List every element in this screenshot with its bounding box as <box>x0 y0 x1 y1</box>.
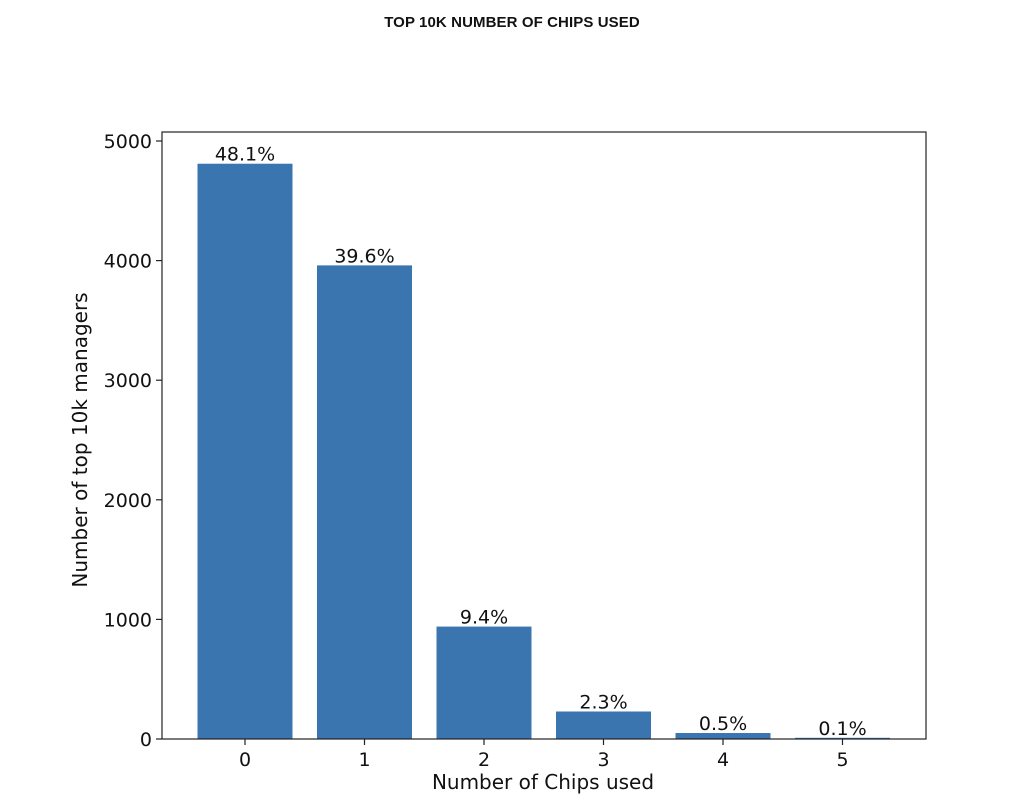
bar-4 <box>675 733 771 739</box>
x-tick-label: 3 <box>597 749 609 771</box>
x-tick-label: 1 <box>358 749 370 771</box>
y-tick-label: 5000 <box>104 131 152 153</box>
data-label-2: 9.4% <box>460 607 508 629</box>
data-label-4: 0.5% <box>699 713 747 735</box>
bar-1 <box>317 265 412 739</box>
y-axis-label: Number of top 10k managers <box>68 292 92 587</box>
y-tick-label: 0 <box>140 729 152 751</box>
bar-0 <box>197 163 293 739</box>
x-tick-label: 5 <box>836 749 848 771</box>
bar-2 <box>436 626 532 739</box>
x-axis: 0 1 2 3 4 5 <box>239 739 849 771</box>
data-label-3: 2.3% <box>579 691 627 713</box>
x-tick-label: 4 <box>717 749 729 771</box>
bar-3 <box>556 711 651 739</box>
y-tick-label: 2000 <box>104 490 152 512</box>
data-labels-group: 48.1% 39.6% 9.4% 2.3% 0.5% 0.1% <box>215 144 867 740</box>
bars-group <box>197 163 890 739</box>
y-tick-label: 3000 <box>104 370 152 392</box>
data-label-5: 0.1% <box>818 718 866 740</box>
data-label-1: 39.6% <box>334 245 394 267</box>
x-axis-label: Number of Chips used <box>432 770 654 794</box>
x-tick-label: 2 <box>478 749 490 771</box>
y-tick-label: 1000 <box>104 609 152 631</box>
y-tick-label: 4000 <box>104 251 152 273</box>
data-label-0: 48.1% <box>215 144 275 166</box>
x-tick-label: 0 <box>239 749 251 771</box>
chart-title: TOP 10K NUMBER OF CHIPS USED <box>384 14 640 31</box>
y-axis: 0 1000 2000 3000 4000 5000 <box>104 131 162 751</box>
plot-frame <box>161 131 927 740</box>
